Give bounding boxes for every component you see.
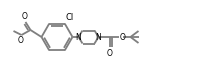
Text: O: O [120, 32, 125, 42]
Text: Cl: Cl [66, 13, 74, 22]
Text: O: O [22, 11, 27, 20]
Text: O: O [18, 36, 23, 45]
Text: O: O [107, 49, 113, 58]
Text: N: N [96, 32, 101, 42]
Text: N: N [76, 32, 81, 42]
